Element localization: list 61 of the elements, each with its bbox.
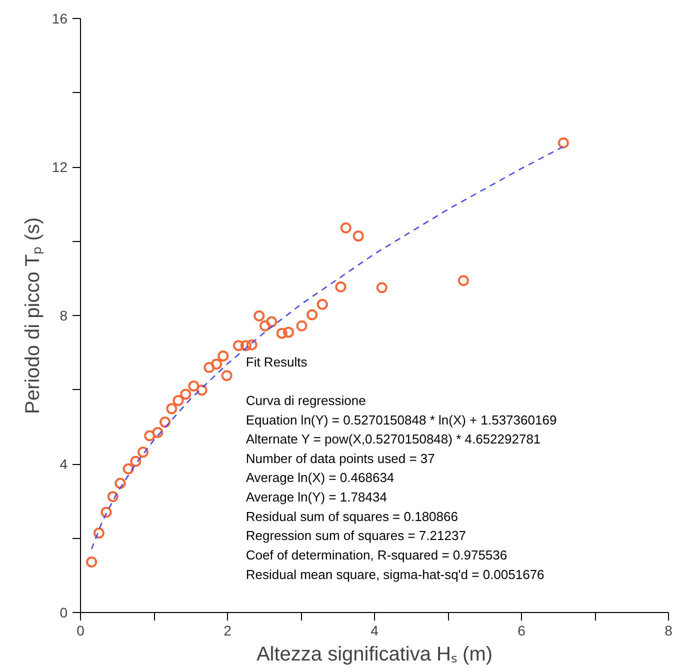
point — [218, 350, 229, 362]
annotation: Residual sum of squares = 0.180866 — [246, 508, 458, 524]
y-tick-label: 16 — [52, 10, 68, 26]
point — [172, 395, 184, 406]
point — [107, 491, 118, 502]
point — [210, 358, 222, 370]
point — [86, 556, 98, 568]
x-tick-label: 8 — [664, 622, 673, 638]
point — [137, 446, 148, 458]
y-tick-label: 0 — [60, 604, 68, 620]
x-tick-label: 2 — [224, 622, 232, 638]
point — [266, 316, 278, 328]
point — [276, 328, 288, 339]
point — [221, 370, 232, 382]
line-series — [90, 146, 564, 550]
point — [283, 326, 294, 338]
annotation: Regression sum of squares = 7.21237 — [246, 528, 466, 544]
point — [152, 426, 164, 438]
annotation: Average ln(Y) = 1.78434 — [246, 490, 387, 505]
annotation: Average ln(X) = 0.468634 — [246, 470, 394, 486]
point — [188, 380, 200, 392]
annotation: Curva di regressione — [246, 393, 366, 408]
point — [144, 430, 156, 442]
point — [122, 463, 134, 474]
annotation: Alternate Y = pow(X,0.5270150848) * 4.652292781 — [246, 432, 541, 447]
point — [254, 310, 265, 322]
point — [196, 384, 208, 396]
point — [340, 222, 352, 234]
annotation: Fit Results — [246, 354, 308, 370]
point — [204, 362, 215, 373]
y-tick-label: 8 — [60, 308, 68, 324]
y-tick-label: 4 — [60, 456, 68, 472]
point — [166, 403, 178, 414]
x-tick-label: 6 — [518, 622, 526, 638]
x-axis-title: Altezza significativa Hₛ (m) — [256, 644, 493, 666]
y-tick-label: 12 — [52, 159, 68, 175]
point — [335, 281, 346, 292]
x-tick-label: 0 — [76, 622, 85, 638]
y-axis-title: Periodo di picco Tₚ (s) — [22, 217, 44, 414]
point — [233, 340, 244, 352]
annotation: Equation ln(Y) = 0.5270150848 * ln(X) + 1.537360169 — [246, 412, 557, 428]
point — [352, 230, 364, 242]
point — [180, 388, 192, 400]
point — [306, 309, 318, 320]
point — [240, 340, 252, 352]
annotation: Number of data points used = 37 — [246, 450, 435, 466]
point — [93, 528, 104, 539]
point — [246, 339, 258, 350]
annotation: Residual mean square, sigma-hat-sq'd = 0.0051676 — [246, 566, 544, 582]
point — [458, 275, 469, 286]
point — [160, 416, 171, 428]
point — [376, 282, 388, 294]
annotation: Coef of determination, R-squared = 0.975536 — [246, 547, 508, 562]
point — [114, 478, 126, 489]
point — [130, 456, 142, 467]
point — [100, 506, 112, 518]
x-tick-label: 4 — [370, 622, 379, 638]
point — [296, 320, 308, 332]
point — [259, 320, 270, 332]
point — [316, 298, 328, 310]
point — [558, 137, 569, 148]
